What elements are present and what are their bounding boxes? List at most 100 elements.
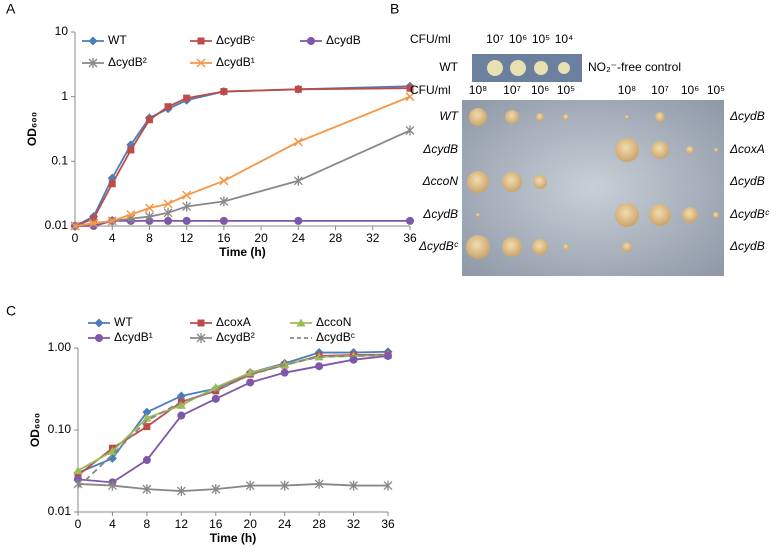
y-axis-label: OD₆₀₀ xyxy=(25,112,39,146)
marker xyxy=(315,362,324,371)
marker xyxy=(107,216,117,226)
marker xyxy=(163,207,173,218)
plate-header: CFU/ml xyxy=(410,32,451,46)
marker xyxy=(107,480,117,491)
y-tick-label: 10 xyxy=(55,24,69,38)
marker xyxy=(211,394,220,403)
marker xyxy=(294,85,302,93)
marker xyxy=(94,318,104,328)
marker xyxy=(144,211,154,222)
marker xyxy=(73,466,83,475)
colony xyxy=(502,237,522,257)
series-line xyxy=(77,353,389,477)
marker xyxy=(349,355,358,364)
legend-label: ΔcydBᶜ xyxy=(216,33,255,47)
strain-label: ΔcydB xyxy=(729,239,765,253)
x-axis-label: Time (h) xyxy=(210,531,256,545)
dilution: 10⁵ xyxy=(707,83,725,97)
x-tick-label: 8 xyxy=(146,231,153,245)
marker xyxy=(349,480,359,491)
panel-label: A xyxy=(6,1,16,17)
legend-label: ΔcydB¹ xyxy=(216,55,255,69)
marker xyxy=(307,37,315,45)
colony xyxy=(505,110,519,124)
x-tick-label: 24 xyxy=(278,517,292,531)
legend-label: ΔcydBᶜ xyxy=(316,330,355,344)
x-tick-label: 28 xyxy=(329,231,343,245)
strain-label: ΔcydB xyxy=(422,142,458,156)
x-tick-label: 4 xyxy=(109,231,116,245)
colony xyxy=(534,61,548,75)
series-line xyxy=(77,483,388,492)
colony xyxy=(487,60,503,76)
series-line xyxy=(77,354,389,472)
series-line xyxy=(77,354,389,488)
series-line xyxy=(75,219,410,227)
marker xyxy=(163,199,173,209)
x-tick-label: 20 xyxy=(254,231,268,245)
marker xyxy=(70,221,80,231)
plate xyxy=(462,100,724,276)
colony xyxy=(622,242,632,252)
series-line xyxy=(74,95,411,227)
colony xyxy=(536,113,544,121)
marker xyxy=(142,407,152,417)
dilution: 10⁷ xyxy=(486,32,504,46)
colony xyxy=(510,60,526,76)
marker xyxy=(176,400,186,409)
colony xyxy=(476,213,480,217)
colony xyxy=(532,239,548,255)
y-tick-label: 0.01 xyxy=(48,504,72,518)
marker xyxy=(245,480,255,491)
dilution: 10⁸ xyxy=(618,83,636,97)
marker xyxy=(246,378,255,387)
marker xyxy=(89,218,99,228)
marker xyxy=(88,36,98,46)
dilution: 10⁸ xyxy=(469,83,487,97)
strain-label: ΔcydB xyxy=(729,174,765,188)
colony xyxy=(563,114,569,120)
x-tick-label: 32 xyxy=(366,231,380,245)
marker xyxy=(196,333,206,343)
marker xyxy=(144,203,154,213)
marker xyxy=(296,318,306,327)
strain-label: ΔcydB xyxy=(729,109,765,123)
legend-label: ΔcydB xyxy=(326,33,361,47)
marker xyxy=(182,216,191,225)
marker xyxy=(196,58,206,68)
legend-label: ΔccoN xyxy=(316,315,351,329)
series-line xyxy=(74,85,411,227)
dilution: 10⁵ xyxy=(532,32,550,46)
marker xyxy=(220,88,228,96)
strain-label: WT xyxy=(439,109,459,123)
marker xyxy=(145,116,153,124)
strain-label: ΔcydB xyxy=(422,207,458,221)
x-axis-label: Time (h) xyxy=(219,245,265,259)
colony xyxy=(686,146,694,154)
marker xyxy=(293,137,303,147)
marker xyxy=(176,486,186,497)
marker xyxy=(280,368,289,377)
y-tick-label: 1.00 xyxy=(48,340,72,354)
legend-label: WT xyxy=(108,33,127,47)
marker xyxy=(405,125,415,136)
marker xyxy=(88,58,98,68)
panel-label: C xyxy=(6,303,16,319)
marker xyxy=(219,196,229,207)
marker xyxy=(108,180,116,188)
x-tick-label: 8 xyxy=(144,517,151,531)
series-line xyxy=(74,129,411,227)
colony xyxy=(651,141,669,159)
x-tick-label: 12 xyxy=(180,231,194,245)
y-tick-label: 0.1 xyxy=(51,154,68,168)
marker xyxy=(164,103,172,111)
marker xyxy=(219,216,228,225)
marker xyxy=(406,84,414,92)
marker xyxy=(219,176,229,186)
marker xyxy=(142,413,152,422)
colony xyxy=(467,171,489,193)
x-tick-label: 12 xyxy=(175,517,189,531)
dilution: 10⁷ xyxy=(503,83,521,97)
strain-label: WT xyxy=(439,60,458,74)
x-tick-label: 4 xyxy=(109,517,116,531)
